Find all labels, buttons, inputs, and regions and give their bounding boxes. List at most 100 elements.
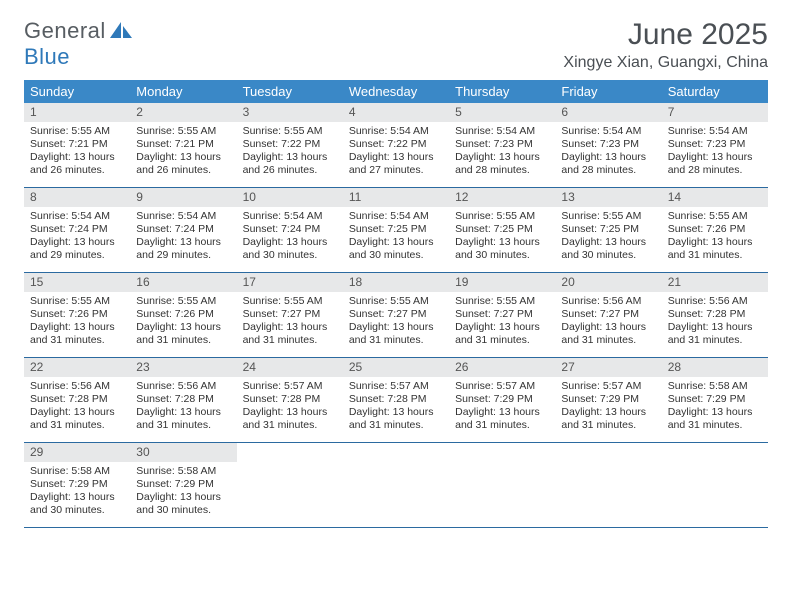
sunrise-line: Sunrise: 5:56 AM [561, 295, 655, 308]
sunset-line: Sunset: 7:27 PM [455, 308, 549, 321]
calendar-cell: . [449, 443, 555, 527]
calendar-cell: 20Sunrise: 5:56 AMSunset: 7:27 PMDayligh… [555, 273, 661, 357]
header: General Blue June 2025 Xingye Xian, Guan… [24, 18, 768, 72]
daylight-line: Daylight: 13 hours and 31 minutes. [30, 321, 124, 347]
sunrise-line: Sunrise: 5:57 AM [349, 380, 443, 393]
daylight-line: Daylight: 13 hours and 31 minutes. [136, 321, 230, 347]
daylight-line: Daylight: 13 hours and 30 minutes. [243, 236, 337, 262]
sunset-line: Sunset: 7:24 PM [136, 223, 230, 236]
sunset-line: Sunset: 7:29 PM [561, 393, 655, 406]
sunset-line: Sunset: 7:29 PM [455, 393, 549, 406]
sunset-line: Sunset: 7:22 PM [349, 138, 443, 151]
calendar-cell: 15 Sunrise: 5:55 AMSunset: 7:26 PMDayligh… [24, 273, 130, 357]
day-number: 5 [449, 103, 555, 122]
calendar-cell: . [555, 443, 661, 527]
sunset-line: Sunset: 7:29 PM [30, 478, 124, 491]
sunset-line: Sunset: 7:27 PM [349, 308, 443, 321]
day-number: 25 [343, 358, 449, 377]
calendar-cell: . [662, 443, 768, 527]
dow-row: SundayMondayTuesdayWednesdayThursdayFrid… [24, 80, 768, 103]
sunset-line: Sunset: 7:29 PM [136, 478, 230, 491]
calendar-cell: 14Sunrise: 5:55 AMSunset: 7:26 PMDayligh… [662, 188, 768, 272]
calendar: SundayMondayTuesdayWednesdayThursdayFrid… [24, 80, 768, 528]
daylight-line: Daylight: 13 hours and 29 minutes. [30, 236, 124, 262]
day-number: 22 [24, 358, 130, 377]
daylight-line: Daylight: 13 hours and 26 minutes. [30, 151, 124, 177]
sunrise-line: Sunrise: 5:55 AM [30, 295, 124, 308]
logo-sail-icon [110, 18, 134, 43]
sunrise-line: Sunrise: 5:54 AM [455, 125, 549, 138]
calendar-cell: 22Sunrise: 5:56 AMSunset: 7:28 PMDayligh… [24, 358, 130, 442]
sunrise-line: Sunrise: 5:55 AM [455, 210, 549, 223]
daylight-line: Daylight: 13 hours and 30 minutes. [349, 236, 443, 262]
sunset-line: Sunset: 7:29 PM [668, 393, 762, 406]
day-number: 15 [24, 273, 130, 292]
sunrise-line: Sunrise: 5:57 AM [561, 380, 655, 393]
sunrise-line: Sunrise: 5:56 AM [30, 380, 124, 393]
sunrise-line: Sunrise: 5:55 AM [455, 295, 549, 308]
day-number: 24 [237, 358, 343, 377]
daylight-line: Daylight: 13 hours and 31 minutes. [455, 321, 549, 347]
sunset-line: Sunset: 7:26 PM [30, 308, 124, 321]
calendar-cell: 27 Sunrise: 5:57 AMSunset: 7:29 PMDayligh… [555, 358, 661, 442]
daylight-line: Daylight: 13 hours and 28 minutes. [561, 151, 655, 177]
sunset-line: Sunset: 7:28 PM [30, 393, 124, 406]
week-row: 1Sunrise: 5:55 AMSunset: 7:21 PMDaylight… [24, 103, 768, 188]
sunrise-line: Sunrise: 5:54 AM [668, 125, 762, 138]
day-number: 1 [24, 103, 130, 122]
dow-thursday: Thursday [449, 80, 555, 103]
sunrise-line: Sunrise: 5:54 AM [561, 125, 655, 138]
week-row: 15Sunrise: 5:55 AMSunset: 7:26 PMDayligh… [24, 273, 768, 358]
sunrise-line: Sunrise: 5:55 AM [668, 210, 762, 223]
calendar-cell: 28Sunrise: 5:58 AMSunset: 7:29 PMDayligh… [662, 358, 768, 442]
day-number: 10 [237, 188, 343, 207]
daylight-line: Daylight: 13 hours and 27 minutes. [349, 151, 443, 177]
calendar-cell: 21Sunrise: 5:56 AMSunset: 7:28 PMDayligh… [662, 273, 768, 357]
sunset-line: Sunset: 7:25 PM [561, 223, 655, 236]
sunrise-line: Sunrise: 5:58 AM [30, 465, 124, 478]
daylight-line: Daylight: 13 hours and 31 minutes. [561, 321, 655, 347]
sunrise-line: Sunrise: 5:57 AM [455, 380, 549, 393]
day-number: 27 [555, 358, 661, 377]
logo-text: General Blue [24, 18, 134, 70]
dow-monday: Monday [130, 80, 236, 103]
calendar-cell: 7Sunrise: 5:54 AMSunset: 7:23 PMDaylight… [662, 103, 768, 187]
daylight-line: Daylight: 13 hours and 31 minutes. [561, 406, 655, 432]
calendar-weeks: 1Sunrise: 5:55 AMSunset: 7:21 PMDaylight… [24, 103, 768, 528]
day-number: 19 [449, 273, 555, 292]
sunrise-line: Sunrise: 5:55 AM [349, 295, 443, 308]
calendar-cell: 17Sunrise: 5:55 AMSunset: 7:27 PMDayligh… [237, 273, 343, 357]
day-number: 28 [662, 358, 768, 377]
day-number: 4 [343, 103, 449, 122]
sunset-line: Sunset: 7:26 PM [136, 308, 230, 321]
sunset-line: Sunset: 7:22 PM [243, 138, 337, 151]
sunset-line: Sunset: 7:28 PM [668, 308, 762, 321]
day-number: 6 [555, 103, 661, 122]
calendar-cell: 3Sunrise: 5:55 AMSunset: 7:22 PMDaylight… [237, 103, 343, 187]
day-number: 29 [24, 443, 130, 462]
daylight-line: Daylight: 13 hours and 31 minutes. [668, 236, 762, 262]
calendar-cell: 23Sunrise: 5:56 AMSunset: 7:28 PMDayligh… [130, 358, 236, 442]
daylight-line: Daylight: 13 hours and 30 minutes. [30, 491, 124, 517]
sunset-line: Sunset: 7:28 PM [136, 393, 230, 406]
sunset-line: Sunset: 7:23 PM [455, 138, 549, 151]
calendar-cell: 6Sunrise: 5:54 AMSunset: 7:23 PMDaylight… [555, 103, 661, 187]
calendar-cell: 19 Sunrise: 5:55 AMSunset: 7:27 PMDayligh… [449, 273, 555, 357]
location: Xingye Xian, Guangxi, China [563, 54, 768, 72]
calendar-cell: 24Sunrise: 5:57 AMSunset: 7:28 PMDayligh… [237, 358, 343, 442]
day-number: 8 [24, 188, 130, 207]
sunrise-line: Sunrise: 5:58 AM [668, 380, 762, 393]
daylight-line: Daylight: 13 hours and 30 minutes. [136, 491, 230, 517]
daylight-line: Daylight: 13 hours and 31 minutes. [243, 321, 337, 347]
day-number: 30 [130, 443, 236, 462]
day-number: 17 [237, 273, 343, 292]
calendar-cell: 29 Sunrise: 5:58 AMSunset: 7:29 PMDayligh… [24, 443, 130, 527]
daylight-line: Daylight: 13 hours and 28 minutes. [668, 151, 762, 177]
calendar-cell: 13Sunrise: 5:55 AMSunset: 7:25 PMDayligh… [555, 188, 661, 272]
calendar-cell: 1Sunrise: 5:55 AMSunset: 7:21 PMDaylight… [24, 103, 130, 187]
calendar-cell: 18Sunrise: 5:55 AMSunset: 7:27 PMDayligh… [343, 273, 449, 357]
sunrise-line: Sunrise: 5:55 AM [243, 125, 337, 138]
sunset-line: Sunset: 7:24 PM [243, 223, 337, 236]
sunset-line: Sunset: 7:25 PM [455, 223, 549, 236]
sunrise-line: Sunrise: 5:54 AM [349, 125, 443, 138]
